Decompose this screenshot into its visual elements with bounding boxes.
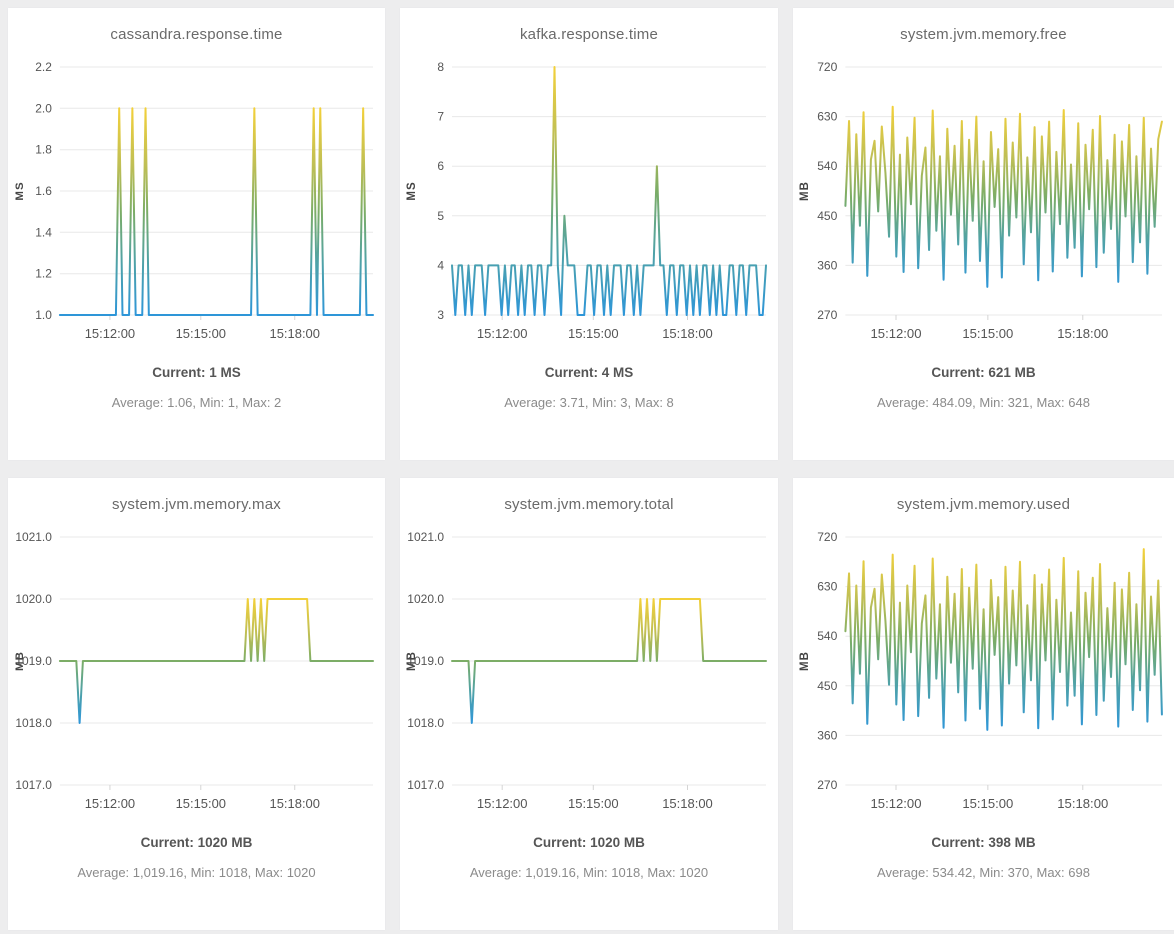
- svg-text:630: 630: [817, 580, 837, 594]
- svg-text:15:15:00: 15:15:00: [568, 796, 619, 811]
- current-value: Current: 398 MB: [931, 835, 1036, 850]
- chart-title: kafka.response.time: [519, 26, 659, 43]
- line-chart-kafka-response-time[interactable]: 8 7 6 5 4 3 15:12:00 15:15:00 15:18:00 MS: [400, 47, 778, 349]
- current-value: Current: 1 MS: [152, 365, 241, 380]
- chart-card-kafka-response-time: kafka.response.time 8 7 6 5 4 3 15:12:00 15:15:…: [400, 8, 778, 460]
- svg-text:360: 360: [817, 728, 837, 742]
- summary-stats: Average: 1,019.16, Min: 1018, Max: 1020: [469, 865, 709, 880]
- chart-title: system.jvm.memory.free: [900, 26, 1067, 43]
- svg-text:MB: MB: [799, 181, 811, 201]
- svg-text:720: 720: [817, 530, 837, 544]
- chart-title: system.jvm.memory.total: [504, 496, 674, 513]
- svg-text:1021.0: 1021.0: [15, 530, 52, 544]
- current-value: Current: 4 MS: [544, 365, 634, 380]
- svg-text:1018.0: 1018.0: [407, 716, 444, 730]
- svg-text:MS: MS: [14, 181, 26, 200]
- svg-text:540: 540: [817, 629, 837, 643]
- svg-text:1019.0: 1019.0: [407, 654, 444, 668]
- line-chart-jvm-memory-total[interactable]: 1021.0 1020.0 1019.0 1018.0 1017.0 15:12:00 15…: [400, 517, 778, 819]
- svg-text:360: 360: [817, 258, 837, 272]
- svg-text:15:12:00: 15:12:00: [871, 796, 922, 811]
- svg-text:15:12:00: 15:12:00: [871, 326, 922, 341]
- svg-text:15:18:00: 15:18:00: [1057, 326, 1108, 341]
- svg-text:15:12:00: 15:12:00: [85, 796, 135, 811]
- svg-text:MB: MB: [14, 651, 26, 671]
- svg-text:1018.0: 1018.0: [15, 716, 52, 730]
- svg-text:450: 450: [817, 679, 837, 693]
- chart-card-jvm-memory-max: system.jvm.memory.max 1021.0 1020.0 1019.0…: [8, 478, 385, 930]
- svg-text:3: 3: [437, 308, 444, 322]
- svg-text:1021.0: 1021.0: [407, 530, 444, 544]
- svg-text:15:15:00: 15:15:00: [568, 326, 619, 341]
- svg-text:1017.0: 1017.0: [407, 778, 444, 792]
- chart-card-jvm-memory-free: system.jvm.memory.free 720 630 540 450 360 27…: [793, 8, 1174, 460]
- svg-text:540: 540: [817, 159, 837, 173]
- summary-stats: Average: 484.09, Min: 321, Max: 648: [877, 395, 1090, 410]
- svg-text:8: 8: [437, 60, 444, 74]
- summary-stats: Average: 3.71, Min: 3, Max: 8: [504, 395, 674, 410]
- svg-text:1.4: 1.4: [35, 225, 52, 239]
- summary-stats: Average: 1.06, Min: 1, Max: 2: [111, 395, 282, 410]
- chart-title: system.jvm.memory.max: [112, 496, 281, 513]
- svg-text:15:15:00: 15:15:00: [176, 326, 226, 341]
- svg-text:15:15:00: 15:15:00: [176, 796, 226, 811]
- svg-text:6: 6: [437, 159, 444, 173]
- chart-title: cassandra.response.time: [110, 26, 283, 43]
- line-chart-jvm-memory-max[interactable]: 1021.0 1020.0 1019.0 1018.0 1017.0 15:12:00 15…: [8, 517, 385, 819]
- svg-text:1.6: 1.6: [35, 184, 52, 198]
- current-value: Current: 1020 MB: [140, 835, 253, 850]
- svg-text:15:12:00: 15:12:00: [477, 796, 528, 811]
- svg-text:720: 720: [817, 60, 837, 74]
- chart-card-jvm-memory-total: system.jvm.memory.total 1021.0 1020.0 1019…: [400, 478, 778, 930]
- svg-text:15:18:00: 15:18:00: [270, 796, 320, 811]
- line-chart-jvm-memory-used[interactable]: 720 630 540 450 360 270 15:12:00 15:15:00 15:18:…: [793, 517, 1174, 819]
- summary-stats: Average: 1,019.16, Min: 1018, Max: 1020: [77, 865, 316, 880]
- svg-text:270: 270: [817, 308, 837, 322]
- svg-text:1020.0: 1020.0: [407, 592, 444, 606]
- svg-text:1.8: 1.8: [35, 143, 52, 157]
- svg-text:2.0: 2.0: [35, 101, 52, 115]
- svg-text:MB: MB: [406, 651, 418, 671]
- svg-text:15:18:00: 15:18:00: [662, 326, 713, 341]
- line-chart-jvm-memory-free[interactable]: 720 630 540 450 360 270 15:12:00 15:15:00 15:18:…: [793, 47, 1174, 349]
- svg-text:MS: MS: [406, 181, 418, 200]
- chart-card-jvm-memory-used: system.jvm.memory.used 720 630 540 450 360 27…: [793, 478, 1174, 930]
- svg-text:MB: MB: [799, 651, 811, 671]
- svg-text:15:15:00: 15:15:00: [962, 326, 1013, 341]
- svg-text:630: 630: [817, 110, 837, 124]
- svg-text:450: 450: [817, 209, 837, 223]
- svg-text:7: 7: [437, 110, 444, 124]
- svg-text:1019.0: 1019.0: [15, 654, 52, 668]
- line-chart-cassandra-response-time[interactable]: 2.2 2.0 1.8 1.6 1.4 1.2 1.0 15:12:00 15:15:00 15:…: [8, 47, 385, 349]
- current-value: Current: 1020 MB: [533, 835, 645, 850]
- svg-text:270: 270: [817, 778, 837, 792]
- svg-text:1.2: 1.2: [35, 267, 52, 281]
- svg-text:1.0: 1.0: [35, 308, 52, 322]
- svg-text:5: 5: [437, 209, 444, 223]
- svg-text:2.2: 2.2: [35, 60, 52, 74]
- summary-stats: Average: 534.42, Min: 370, Max: 698: [877, 865, 1090, 880]
- svg-text:15:18:00: 15:18:00: [1057, 796, 1108, 811]
- svg-text:1017.0: 1017.0: [15, 778, 52, 792]
- svg-text:4: 4: [437, 258, 444, 272]
- svg-text:15:18:00: 15:18:00: [662, 796, 713, 811]
- chart-title: system.jvm.memory.used: [896, 496, 1071, 513]
- svg-text:15:18:00: 15:18:00: [270, 326, 320, 341]
- svg-text:15:15:00: 15:15:00: [962, 796, 1013, 811]
- current-value: Current: 621 MB: [931, 365, 1036, 380]
- svg-text:15:12:00: 15:12:00: [477, 326, 528, 341]
- svg-text:1020.0: 1020.0: [15, 592, 52, 606]
- svg-text:15:12:00: 15:12:00: [85, 326, 135, 341]
- chart-card-cassandra-response-time: cassandra.response.time 2.2 2.0 1.8 1.6 1.4 1…: [8, 8, 385, 460]
